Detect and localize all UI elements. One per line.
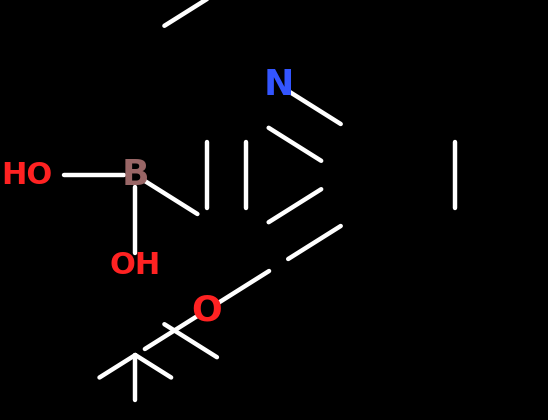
Text: O: O bbox=[192, 293, 222, 327]
Text: N: N bbox=[264, 68, 294, 102]
Text: HO: HO bbox=[1, 160, 53, 189]
Text: B: B bbox=[122, 158, 149, 192]
Text: OH: OH bbox=[110, 250, 161, 279]
